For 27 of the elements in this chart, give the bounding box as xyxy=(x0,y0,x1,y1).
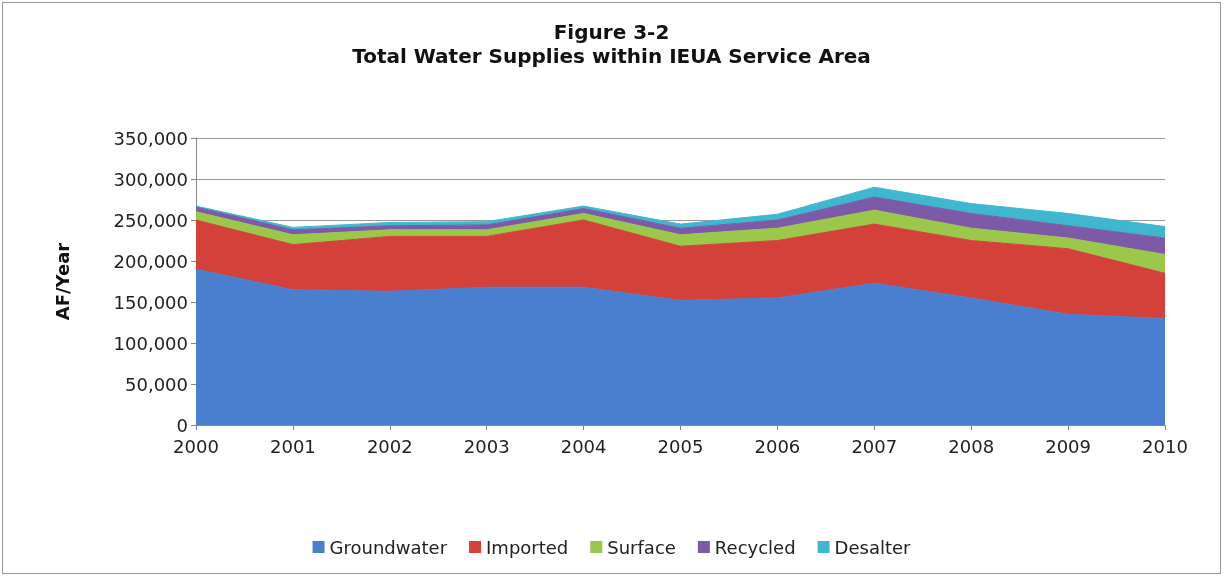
x-tick-label: 2003 xyxy=(463,435,510,457)
x-tick-label: 2000 xyxy=(173,435,219,457)
y-tick-label: 50,000 xyxy=(125,373,188,395)
x-tick-label: 2010 xyxy=(1142,435,1188,457)
y-tick-label: 350,000 xyxy=(113,127,188,149)
y-tick-label: 100,000 xyxy=(113,332,188,354)
legend-label: Imported xyxy=(486,536,569,558)
x-tick-label: 2008 xyxy=(948,435,995,457)
y-tick-label: 0 xyxy=(176,414,188,436)
x-tick-label: 2002 xyxy=(366,435,413,457)
x-tick-label: 2001 xyxy=(269,435,316,457)
y-tick-label: 250,000 xyxy=(113,209,188,231)
legend-label: Recycled xyxy=(714,536,796,558)
legend-label: Desalter xyxy=(834,536,912,558)
x-tick-label: 2005 xyxy=(657,435,704,457)
legend-label: Surface xyxy=(607,536,676,558)
y-tick-label: 300,000 xyxy=(113,168,188,190)
legend-label: Groundwater xyxy=(329,536,448,558)
chart-title: Figure 3-2 xyxy=(553,20,670,44)
chart-subtitle: Total Water Supplies within IEUA Service Area xyxy=(352,44,871,68)
x-tick-label: 2004 xyxy=(560,435,607,457)
x-tick-label: 2006 xyxy=(754,435,801,457)
x-tick-label: 2009 xyxy=(1045,435,1092,457)
x-tick-label: 2007 xyxy=(851,435,898,457)
y-axis-title: AF/Year xyxy=(51,242,73,321)
y-tick-label: 150,000 xyxy=(113,291,188,313)
y-tick-label: 200,000 xyxy=(113,250,188,272)
